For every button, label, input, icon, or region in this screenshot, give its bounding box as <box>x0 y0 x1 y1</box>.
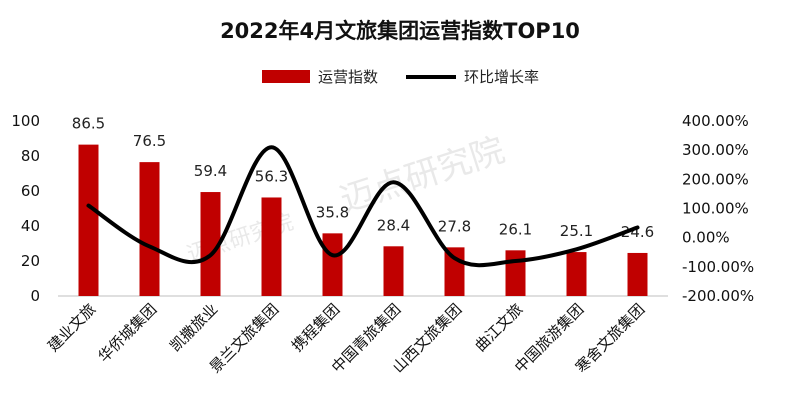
bar <box>322 233 343 296</box>
category-label: 凯撒旅业 <box>166 300 221 355</box>
legend: 运营指数 环比增长率 <box>262 68 539 86</box>
growth-rate-line <box>86 145 640 268</box>
plot-area: 0 20 40 60 80 100 -200.00% -100.00% 0.00% 100.00%… <box>11 112 754 376</box>
bar <box>261 197 282 296</box>
bar-data-label: 86.5 <box>72 115 105 133</box>
legend-bar-label: 运营指数 <box>318 68 378 86</box>
bar-data-label: 59.4 <box>194 162 227 180</box>
bar <box>383 246 404 296</box>
watermark-text-main: 迈点研究院 <box>335 130 509 221</box>
bar-data-label: 27.8 <box>438 217 471 235</box>
right-axis-tick: -100.00% <box>682 258 754 276</box>
left-axis-tick: 100 <box>11 112 40 130</box>
left-axis-tick: 60 <box>21 182 40 200</box>
bar <box>566 252 587 296</box>
bar-data-label: 76.5 <box>133 132 166 150</box>
bar <box>200 192 221 296</box>
legend-bar-swatch <box>262 70 310 83</box>
category-label: 华侨城集团 <box>95 300 161 366</box>
left-axis-tick: 0 <box>30 287 40 305</box>
right-axis-tick: 0.00% <box>682 229 730 247</box>
left-axis-tick: 80 <box>21 147 40 165</box>
category-label: 携程集团 <box>288 300 343 355</box>
bar <box>78 144 99 296</box>
right-axis-tick: 200.00% <box>682 170 749 188</box>
bar-data-label: 26.1 <box>499 220 532 238</box>
bar <box>627 252 648 296</box>
right-axis-tick: 300.00% <box>682 141 749 159</box>
chart-title: 2022年4月文旅集团运营指数TOP10 <box>220 19 580 43</box>
bar-data-label: 35.8 <box>316 203 349 221</box>
right-axis-tick: 400.00% <box>682 112 749 130</box>
bar-data-label: 24.6 <box>621 223 654 241</box>
category-label: 建业文旅 <box>44 300 99 355</box>
right-axis-tick: -200.00% <box>682 287 754 305</box>
left-axis-tick: 40 <box>21 217 40 235</box>
bar-data-label: 28.4 <box>377 216 410 234</box>
bar <box>139 162 160 296</box>
category-label: 曲江文旅 <box>471 300 526 355</box>
bar-data-label: 25.1 <box>560 222 593 240</box>
left-axis-tick: 20 <box>21 252 40 270</box>
right-axis-tick: 100.00% <box>682 200 749 218</box>
bar <box>505 250 526 296</box>
bar-data-label: 56.3 <box>255 167 288 185</box>
legend-line-label: 环比增长率 <box>464 68 539 86</box>
